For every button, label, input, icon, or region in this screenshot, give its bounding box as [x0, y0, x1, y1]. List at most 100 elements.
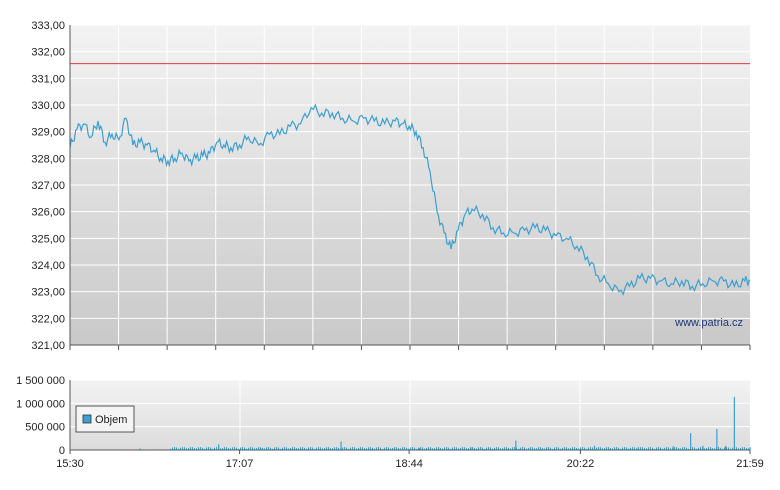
- volume-bar-small: [548, 447, 549, 450]
- volume-bar-small: [592, 447, 593, 450]
- volume-bar-small: [746, 448, 747, 450]
- price-y-tick-label: 327,00: [31, 180, 65, 192]
- volume-bar-small: [730, 448, 731, 450]
- volume-bar-small: [640, 447, 641, 450]
- volume-bar-small: [504, 447, 505, 450]
- volume-bar-small: [378, 447, 379, 450]
- volume-bar-small: [466, 448, 467, 450]
- volume-bar-small: [582, 447, 583, 450]
- volume-bar-small: [490, 447, 491, 450]
- volume-bar-small: [346, 447, 347, 450]
- volume-bar-small: [596, 447, 597, 450]
- price-x-axis-ticks: [69, 345, 751, 350]
- volume-bar-small: [710, 447, 711, 450]
- volume-y-tick-label: 1 000 000: [16, 398, 65, 410]
- volume-bar-small: [586, 448, 587, 450]
- x-tick-label: 17:07: [226, 458, 254, 470]
- volume-bar-small: [608, 447, 609, 450]
- volume-bar: [702, 445, 704, 450]
- volume-bar-small: [370, 447, 371, 450]
- volume-bar-small: [304, 447, 305, 450]
- volume-bar-small: [492, 448, 493, 450]
- price-y-tick-label: 325,00: [31, 233, 65, 245]
- volume-bar-small: [686, 447, 687, 450]
- legend-swatch: [82, 414, 92, 424]
- volume-bar: [716, 429, 718, 450]
- volume-bar-small: [676, 447, 677, 450]
- volume-bar-small: [720, 447, 721, 450]
- volume-bar-small: [188, 448, 189, 450]
- volume-bar-small: [416, 448, 417, 450]
- volume-bar-small: [318, 447, 319, 450]
- volume-bar-small: [684, 447, 685, 450]
- volume-bar-small: [368, 447, 369, 450]
- volume-bar-small: [394, 447, 395, 450]
- volume-y-axis: 1 500 000 1 000 000 500 000 0: [16, 375, 65, 457]
- volume-bar-small: [266, 447, 267, 450]
- volume-bar-small: [380, 447, 381, 450]
- price-y-tick-label: 329,00: [31, 127, 65, 139]
- volume-bar-small: [544, 448, 545, 450]
- volume-bar-small: [648, 447, 649, 450]
- volume-bar-small: [476, 448, 477, 450]
- volume-bar-small: [426, 447, 427, 450]
- volume-bar-small: [506, 447, 507, 450]
- volume-bar-small: [474, 447, 475, 450]
- volume-bar-small: [236, 447, 237, 450]
- volume-bar-small: [222, 448, 223, 450]
- volume-bar-small: [256, 448, 257, 450]
- volume-bar-small: [460, 447, 461, 450]
- volume-bar-small: [612, 448, 613, 450]
- volume-bar-small: [354, 447, 355, 450]
- volume-bar-small: [470, 447, 471, 450]
- volume-bar-small: [450, 448, 451, 450]
- volume-bar-small: [292, 447, 293, 450]
- volume-bar-small: [610, 448, 611, 450]
- volume-bar-small: [232, 447, 233, 450]
- volume-bar-small: [202, 447, 203, 450]
- legend-box: [75, 405, 135, 433]
- price-y-tick-label: 331,00: [31, 73, 65, 85]
- x-axis-labels: 15:30 17:07 18:44 20:22 21:59: [56, 450, 764, 470]
- volume-bar-small: [654, 448, 655, 450]
- volume-bar-small: [722, 448, 723, 450]
- volume-bar-small: [400, 448, 401, 450]
- volume-bar-small: [656, 447, 657, 450]
- volume-bar-small: [468, 448, 469, 450]
- volume-bar-small: [564, 447, 565, 450]
- volume-bar-small: [324, 448, 325, 450]
- volume-bar-small: [646, 448, 647, 450]
- volume-bar-small: [382, 448, 383, 450]
- watermark: www.patria.cz: [674, 317, 743, 329]
- volume-bar-small: [360, 447, 361, 450]
- volume-bar-small: [206, 447, 207, 450]
- volume-bar-small: [372, 447, 373, 450]
- volume-bar-small: [440, 447, 441, 450]
- volume-bar-small: [578, 448, 579, 450]
- volume-bar-small: [344, 447, 345, 450]
- volume-bar-small: [334, 447, 335, 450]
- volume-bar-small: [606, 447, 607, 450]
- volume-bar-small: [428, 447, 429, 450]
- x-tick-label: 15:30: [56, 458, 84, 470]
- volume-bar-small: [650, 447, 651, 450]
- volume-bar-small: [224, 447, 225, 450]
- volume-bar-small: [414, 447, 415, 450]
- volume-bar-small: [688, 448, 689, 450]
- volume-bar-small: [498, 447, 499, 450]
- volume-bar-small: [626, 447, 627, 450]
- volume-bar-small: [182, 447, 183, 450]
- volume-bar-small: [680, 448, 681, 450]
- volume-bar-small: [546, 447, 547, 450]
- volume-bar-small: [742, 447, 743, 450]
- volume-bar-small: [600, 447, 601, 450]
- volume-bar-small: [462, 447, 463, 450]
- volume-bar-small: [246, 448, 247, 450]
- volume-bar-small: [300, 447, 301, 450]
- volume-bar-small: [212, 448, 213, 450]
- volume-bar-small: [328, 447, 329, 450]
- volume-bar-small: [252, 447, 253, 450]
- volume-bar-small: [660, 447, 661, 450]
- volume-bar-small: [678, 448, 679, 450]
- volume-bar: [419, 448, 421, 450]
